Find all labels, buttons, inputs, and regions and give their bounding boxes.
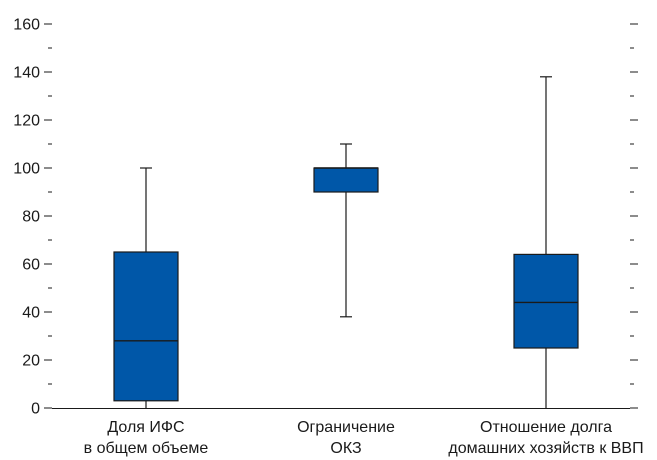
category-label-line: ОКЗ [330,440,361,457]
category-label-3: Отношение долга домашних хозяйств к ВВП [448,419,643,457]
boxes-layer [113,76,579,408]
box [113,251,179,402]
box [513,253,579,349]
y-tick-label: 160 [13,17,40,34]
y-tick-label: 60 [22,257,40,274]
category-label-1: Доля ИФС в общем объеме [84,419,209,457]
y-tick-label: 120 [13,113,40,130]
y-tick-label: 80 [22,209,40,226]
category-label-line: Ограничение [297,419,395,436]
category-label-line: домашних хозяйств к ВВП [448,440,643,457]
box-plot-3 [513,76,579,408]
y-tick-label: 20 [22,353,40,370]
box-plot-2 [313,143,379,318]
category-label-line: Отношение долга [480,419,612,436]
left-y-axis: 0 20 40 60 80 100 120 140 160 [13,17,52,418]
box [313,167,379,193]
category-label-2: Ограничение ОКЗ [297,419,395,457]
y-tick-label: 140 [13,65,40,82]
box-plot-1 [113,167,179,408]
category-labels: Доля ИФС в общем объеме Ограничение ОКЗ Отно… [84,419,644,457]
y-tick-label: 40 [22,305,40,322]
category-label-line: в общем объеме [84,440,209,457]
category-label-line: Доля ИФС [107,419,184,436]
y-tick-label: 0 [31,401,40,418]
y-tick-label: 100 [13,161,40,178]
right-y-axis [630,23,638,409]
